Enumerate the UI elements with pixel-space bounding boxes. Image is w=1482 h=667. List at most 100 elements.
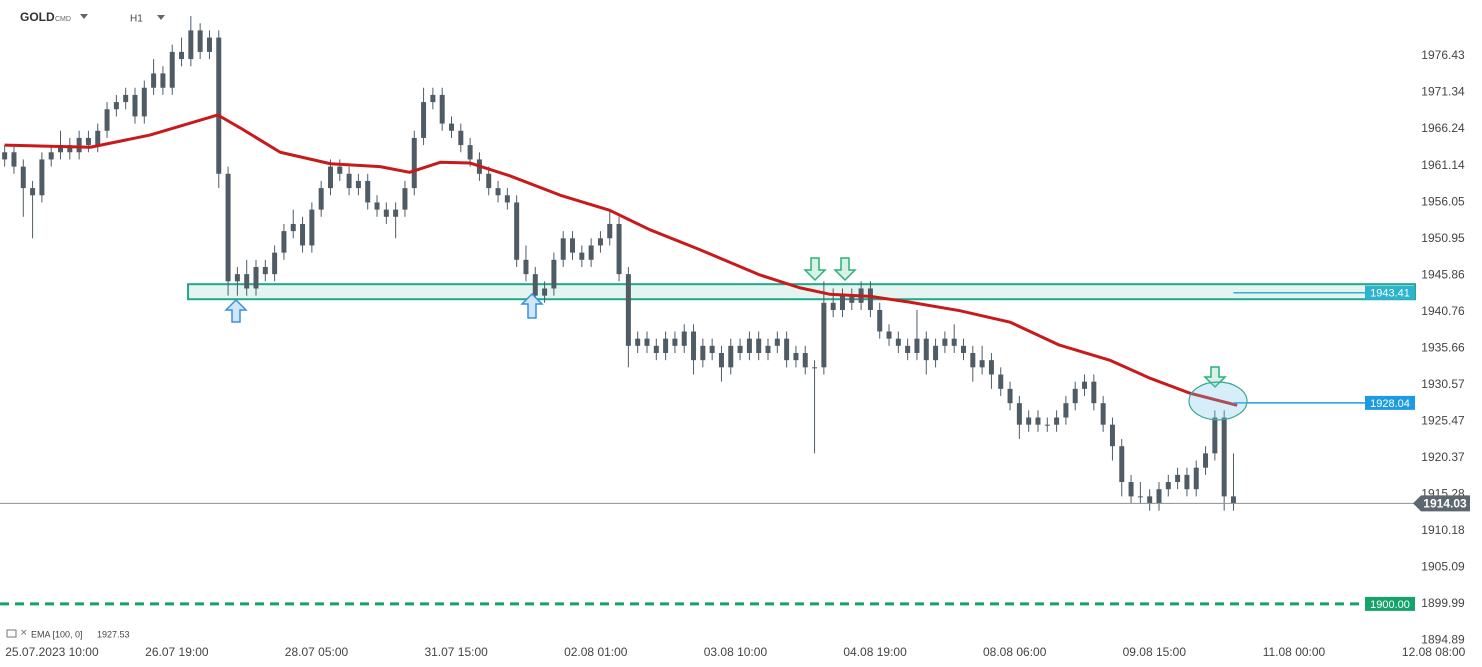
candle-body [532, 274, 538, 296]
current-price-box [1413, 495, 1470, 512]
x-tick-label: 02.08 01:00 [564, 645, 628, 659]
candle-body [793, 352, 799, 361]
candle-body [448, 123, 454, 131]
candle-body [914, 338, 920, 353]
candle-body [635, 338, 641, 346]
down-arrow [833, 257, 857, 282]
x-tick-label: 28.07 05:00 [285, 645, 349, 659]
dropdown-icon[interactable] [80, 14, 88, 19]
candle-body [542, 288, 548, 296]
x-tick-label: 09.08 15:00 [1123, 645, 1187, 659]
candle-body [830, 302, 836, 310]
plot-area: 1976.43 1971.34 1966.24 1961.14 1956.05 1950.… [0, 16, 1470, 659]
candle-body [970, 352, 976, 368]
candle-body [1137, 496, 1143, 498]
symbol[interactable]: GOLD [20, 10, 55, 24]
candle-body [709, 345, 715, 353]
candle-body [58, 145, 64, 153]
candle-body [1054, 417, 1060, 425]
legend-value: 1927.53 [97, 629, 130, 639]
candle-body [300, 223, 306, 246]
candle-body [1165, 482, 1171, 490]
candle-body [430, 94, 436, 103]
candle-body [942, 338, 948, 346]
support-zone [187, 283, 1417, 301]
y-tick-label: 1935.66 [1421, 340, 1465, 354]
y-tick-label: 1925.47 [1421, 413, 1465, 427]
candle-body [365, 180, 371, 203]
candle-body [821, 302, 827, 368]
y-tick-label: 1905.09 [1421, 560, 1465, 574]
candle-body [551, 259, 557, 289]
candle-body [467, 145, 473, 160]
candle-body [1193, 467, 1199, 490]
candle-body [188, 30, 194, 60]
timeframe[interactable]: H1 [130, 14, 143, 25]
ema-line [4, 113, 1238, 407]
candle-body [272, 252, 278, 275]
candle-body [76, 137, 82, 153]
candle-body [1016, 403, 1022, 425]
dropdown-icon[interactable] [157, 15, 165, 20]
candle-body [728, 345, 734, 368]
candle-body [718, 352, 724, 368]
candle-body [1212, 417, 1218, 454]
candle-body [1119, 446, 1125, 483]
candle-body [67, 145, 73, 153]
header: GOLD CMD H1 [20, 10, 165, 25]
candle-body [988, 360, 994, 375]
candle-body [1175, 474, 1181, 483]
candle-body [616, 223, 622, 275]
down-arrow [803, 257, 827, 282]
candle-body [765, 345, 771, 353]
candle-body [234, 274, 240, 282]
candle-body [746, 338, 752, 353]
x-tick-label: 12.08 08:00 [1402, 645, 1466, 659]
candle-body [1156, 489, 1162, 504]
candle-body [625, 274, 631, 346]
candle-body [20, 166, 26, 189]
candle-body [113, 102, 119, 110]
legend-name: EMA [100, 0] [31, 629, 83, 639]
candle-body [30, 188, 36, 196]
candle-body [244, 274, 250, 289]
candle-body [1109, 424, 1115, 447]
candle-body [644, 338, 650, 346]
candle-body [1091, 381, 1097, 404]
level-label-box [1365, 395, 1415, 410]
legend-close[interactable]: ✕ [20, 627, 28, 637]
candle-body [1184, 474, 1190, 490]
symbol-suffix: CMD [55, 16, 71, 23]
candle-body [253, 266, 259, 289]
candle-body [11, 152, 17, 167]
y-tick-label: 1971.34 [1421, 85, 1465, 99]
candle-body [411, 137, 417, 189]
candle-body [1221, 417, 1227, 497]
candle-body [1044, 424, 1050, 426]
x-tick-label: 31.07 15:00 [424, 645, 488, 659]
candle-body [95, 130, 101, 146]
highlight-ellipse [1188, 381, 1248, 421]
candle-body [737, 345, 743, 353]
candle-body [393, 209, 399, 217]
candle-body [206, 37, 212, 52]
up-arrow [224, 298, 248, 323]
x-tick-label: 25.07.2023 10:00 [5, 645, 99, 659]
candle-body [85, 137, 91, 146]
candle-body [933, 345, 939, 361]
candle-body [225, 173, 231, 282]
candle-body [700, 345, 706, 361]
candle-body [607, 223, 613, 239]
candle-body [560, 238, 566, 260]
level-label: 1900.00 [1370, 599, 1410, 611]
candle-body [179, 51, 185, 60]
candle-body [588, 245, 594, 260]
x-tick-label: 08.08 06:00 [983, 645, 1047, 659]
candle-body [886, 331, 892, 339]
y-tick-label: 1920.37 [1421, 450, 1465, 464]
candle-body [1063, 403, 1069, 418]
candle-body [784, 338, 790, 361]
candle-body [672, 338, 678, 346]
legend-icon[interactable] [6, 629, 17, 638]
